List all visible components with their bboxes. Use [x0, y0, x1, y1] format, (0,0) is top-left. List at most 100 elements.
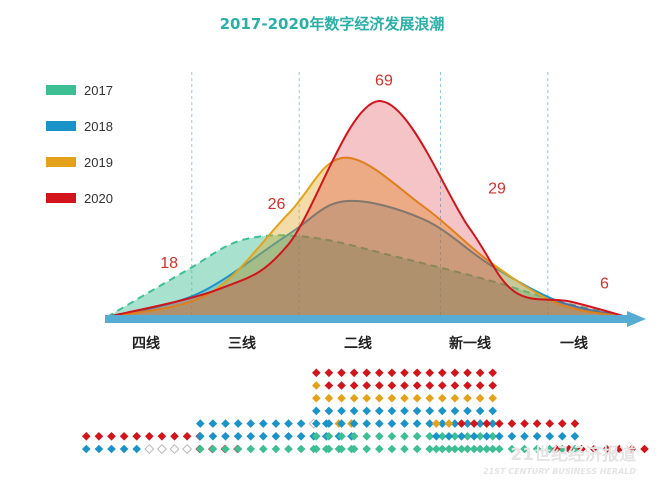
annotation-29: 29 [488, 181, 506, 198]
diamond-yellow [312, 393, 321, 403]
diamond-red [400, 368, 409, 378]
diamond-blue [349, 419, 359, 428]
diamond-blue [196, 432, 205, 441]
diamond-green [284, 444, 293, 454]
diamond-blue [324, 419, 334, 428]
diamond-red [564, 444, 574, 454]
diamond-red [450, 368, 460, 378]
diamond-red [400, 381, 409, 390]
diamond-blue [132, 444, 141, 454]
diamond-yellow [450, 393, 460, 403]
series-line-2020 [106, 100, 628, 318]
diamond-blue [520, 432, 529, 441]
diamond-red [425, 381, 434, 390]
diamond-blue [324, 406, 334, 416]
diamond-green [387, 444, 397, 454]
tier-label-2: 三线 [228, 335, 256, 352]
diamond-group-4 [432, 419, 580, 454]
annotation-26: 26 [268, 196, 286, 213]
diamond-red [450, 381, 460, 390]
legend-swatch-2019 [46, 157, 76, 167]
diamond-red [457, 419, 466, 428]
tier-label-5: 一线 [560, 335, 588, 352]
diamond-red [349, 381, 359, 390]
diamond-blue [271, 419, 281, 428]
diamond-red [475, 381, 485, 390]
diamond-red [475, 368, 485, 378]
diamond-green [337, 432, 346, 441]
diamond-green [349, 432, 359, 441]
diamond-red [375, 368, 384, 378]
diamond-green [463, 432, 472, 441]
diamond-green [312, 432, 321, 441]
diamond-blue [463, 419, 472, 428]
diamond-yellow [362, 393, 371, 403]
diamond-green [349, 444, 359, 454]
diamond-blue [233, 432, 243, 441]
diamond-red [589, 444, 599, 454]
diamond-red [82, 432, 91, 441]
diamond-blue [400, 419, 409, 428]
diamond-blue [432, 432, 441, 441]
diamond-blue [425, 406, 434, 416]
annotations: 18 26 69 29 6 [160, 73, 609, 293]
diamond-green [425, 444, 434, 454]
x-axis-arrow [627, 311, 646, 327]
diamond-blue [233, 419, 243, 428]
diamond-yellow [387, 393, 397, 403]
diamond-red [387, 368, 397, 378]
diamond-red [463, 368, 472, 378]
diamond-green [475, 432, 485, 441]
annotation-18: 18 [160, 255, 178, 272]
diamond-empty [169, 443, 180, 455]
diamond-blue [482, 432, 491, 441]
diamond-blue [438, 419, 447, 428]
diamond-red [577, 444, 586, 454]
diamond-green [400, 444, 409, 454]
legend-swatch-2018 [46, 121, 76, 131]
diamond-red [412, 381, 422, 390]
diamond-blue [119, 444, 129, 454]
diamond-green [545, 444, 554, 454]
diamond-green [457, 444, 466, 454]
diamond-green [507, 444, 517, 454]
diamond-red [157, 432, 167, 441]
diamond-blue [259, 419, 268, 428]
diamond-empty [144, 443, 155, 455]
diamond-blue [196, 419, 205, 428]
diamond-red [362, 381, 371, 390]
diamond-red [615, 444, 624, 454]
diamond-red [545, 419, 554, 428]
diamond-green [337, 444, 346, 454]
diamond-yellow [438, 393, 447, 403]
diamond-green [425, 432, 434, 441]
legend-label-2018: 2018 [84, 119, 113, 134]
diamond-blue [570, 432, 580, 441]
diamond-red [349, 368, 359, 378]
diamond-red [107, 432, 116, 441]
diamond-yellow [412, 393, 422, 403]
diamond-green [259, 444, 268, 454]
diamond-group-1 [82, 432, 242, 455]
diamond-green [296, 444, 306, 454]
legend: 2017 2018 2019 2020 [46, 83, 113, 206]
diamond-blue [457, 432, 466, 441]
diamond-red [570, 419, 580, 428]
diamond-blue [545, 432, 554, 441]
tier-labels: 四线 三线 二线 新一线 一线 [132, 335, 588, 352]
diamond-yellow [463, 393, 472, 403]
tier-label-3: 二线 [344, 335, 372, 352]
diamond-red [602, 444, 611, 454]
tier-dividers [191, 72, 549, 315]
diamond-yellow [324, 393, 334, 403]
diamond-blue [488, 419, 497, 428]
diamond-blue [444, 432, 454, 441]
diamond-green [482, 444, 491, 454]
diamond-yellow [432, 419, 441, 428]
diamond-green [450, 432, 460, 441]
series-line-2018 [106, 199, 628, 318]
diamond-red [482, 419, 491, 428]
diamond-green [375, 444, 384, 454]
diamond-blue [469, 432, 479, 441]
